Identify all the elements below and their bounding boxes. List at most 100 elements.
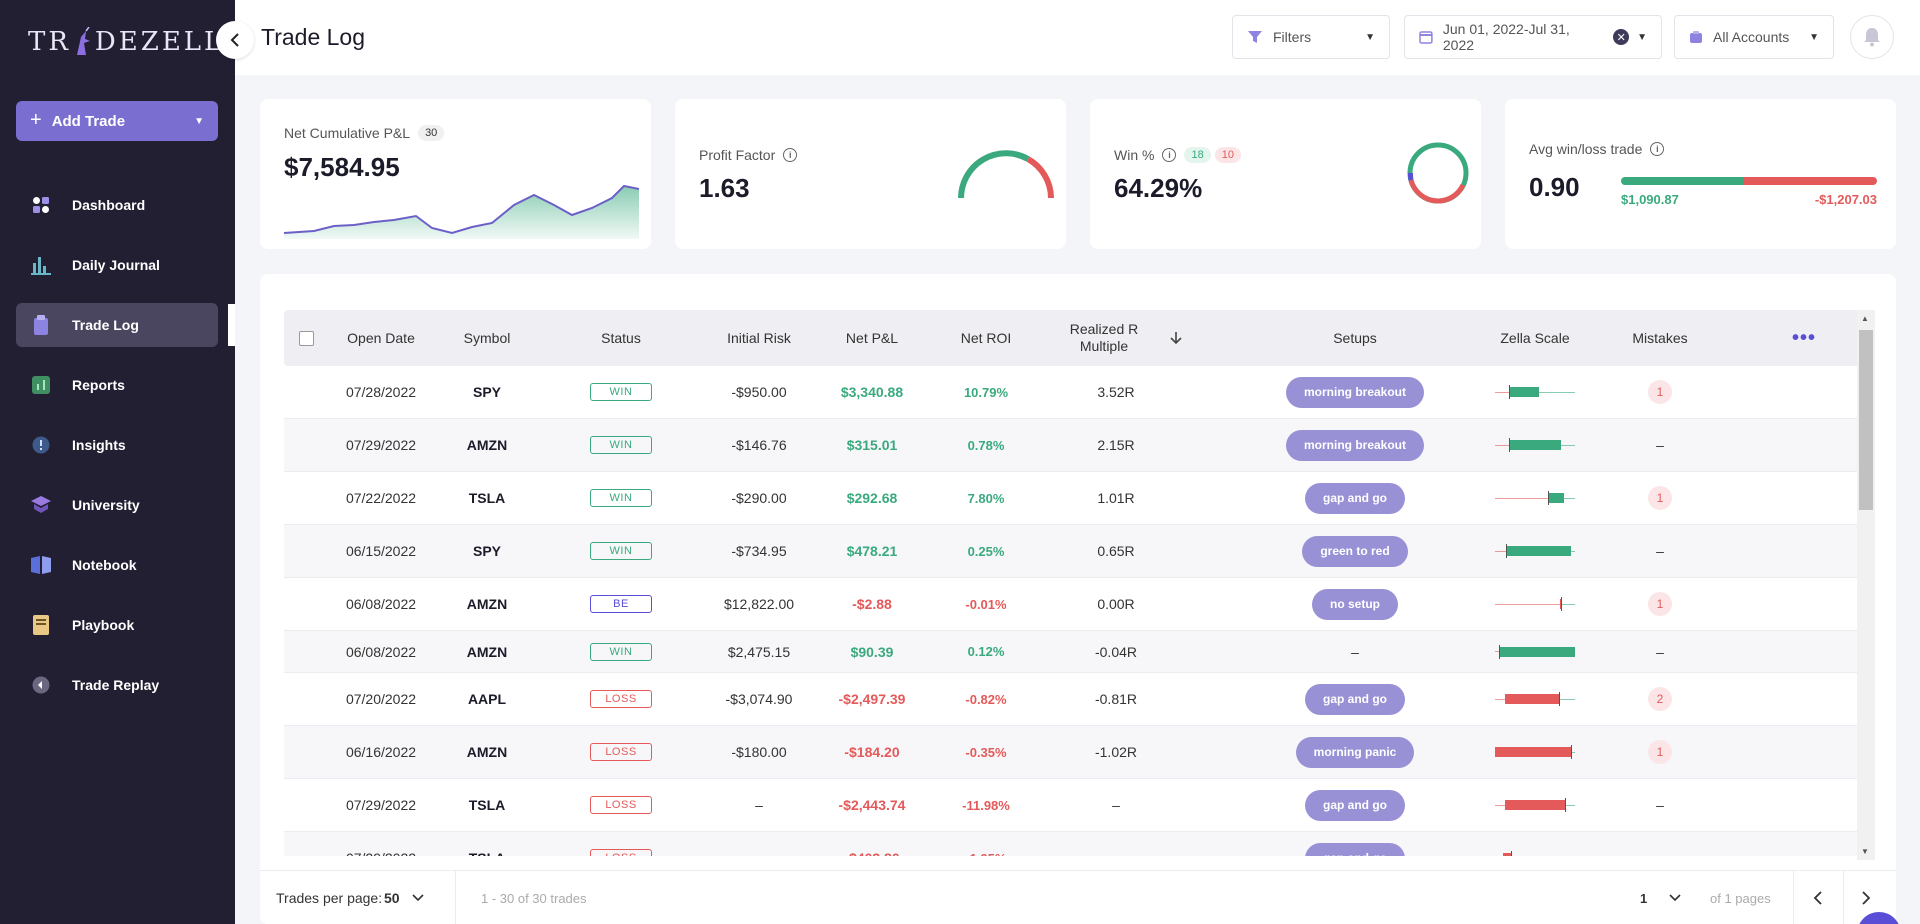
status-badge: WIN	[590, 542, 652, 560]
initial-risk-cell: -$950.00	[731, 384, 787, 400]
avg-win-loss-label: Avg win/loss trade	[1529, 141, 1643, 157]
symbol-cell: AMZN	[466, 643, 508, 660]
zella-scale-cell	[1465, 366, 1605, 418]
setups-cell: gap and go	[1245, 779, 1465, 831]
table-row[interactable]: 07/20/2022 AAPL LOSS -$3,074.90 -$2,497.39 -0…	[284, 673, 1860, 726]
setup-tag[interactable]: gap and go	[1305, 842, 1405, 856]
table-row[interactable]: 07/28/2022 SPY WIN -$950.00 $3,340.88 10.79% 3…	[284, 366, 1860, 419]
setup-tag[interactable]: morning breakout	[1285, 429, 1424, 461]
table-row[interactable]: 07/29/2022 AMZN WIN -$146.76 $315.01 0.78% 2.1…	[284, 419, 1860, 472]
sidebar-item-label: Reports	[72, 377, 125, 393]
symbol-cell: SPY	[472, 543, 501, 559]
table-row[interactable]: 07/22/2022 TSLA WIN -$290.00 $292.68 7.80% 1.0…	[284, 472, 1860, 525]
page-number-select[interactable]: 1	[1640, 871, 1681, 924]
column-header-setups[interactable]: Setups	[1333, 329, 1377, 346]
info-icon[interactable]: i	[783, 148, 798, 162]
tradezella-logo[interactable]: TR DEZELLA	[28, 24, 246, 60]
table-header: Open Date Symbol Status Initial Risk Net…	[284, 310, 1860, 366]
column-header-zella-scale[interactable]: Zella Scale	[1500, 329, 1570, 346]
total-pages-text: of 1 pages	[1710, 890, 1771, 906]
sort-desc-arrow-icon[interactable]	[1164, 310, 1188, 366]
mistakes-badge[interactable]: 1	[1648, 740, 1672, 764]
wins-badge: 18	[1184, 147, 1211, 163]
table-row[interactable]: 06/15/2022 SPY WIN -$734.95 $478.21 0.25% 0.65…	[284, 525, 1860, 578]
info-icon[interactable]: i	[1162, 148, 1177, 162]
zella-scale-indicator	[1495, 745, 1575, 759]
win-percent-value: 64.29%	[1114, 173, 1203, 203]
chevron-down-icon[interactable]: ▼	[194, 115, 204, 127]
open-date-cell: 06/15/2022	[345, 543, 417, 559]
scroll-up-arrow-icon[interactable]: ▲	[1861, 314, 1869, 323]
setup-tag[interactable]: green to red	[1302, 535, 1408, 567]
avg-win-loss-card: Avg win/loss trade i 0.90 $1,090.87 -$1,…	[1505, 99, 1896, 249]
info-icon[interactable]: i	[1650, 142, 1665, 156]
table-vertical-scrollbar[interactable]: ▲ ▼	[1857, 310, 1875, 860]
sidebar-item-university[interactable]: University	[16, 483, 218, 527]
symbol-cell: AAPL	[467, 691, 507, 707]
setup-tag[interactable]: morning panic	[1295, 736, 1415, 768]
column-header-r-multiple[interactable]: Realized R Multiple	[1069, 321, 1139, 354]
setup-tag[interactable]: no setup	[1312, 588, 1398, 620]
column-header-net-roi[interactable]: Net ROI	[960, 329, 1012, 346]
initial-risk-cell: $12,822.00	[723, 596, 795, 612]
zella-scale-left-line	[1495, 391, 1510, 393]
sidebar-item-reports[interactable]: Reports	[16, 363, 218, 407]
column-options-more-icon[interactable]: •••	[1791, 326, 1816, 349]
zella-scale-indicator	[1495, 692, 1575, 706]
table-row[interactable]: 07/29/2022 TSLA LOSS – -$2,443.74 -11.98% – gap…	[284, 779, 1860, 832]
sidebar-item-trade-log[interactable]: Trade Log	[16, 303, 218, 347]
setups-cell: green to red	[1245, 525, 1465, 577]
scrollbar-thumb[interactable]	[1859, 330, 1873, 510]
mistakes-empty: –	[1656, 643, 1664, 660]
setup-tag[interactable]: morning breakout	[1285, 376, 1424, 408]
sidebar-item-notebook[interactable]: Notebook	[16, 543, 218, 587]
sidebar-item-dashboard[interactable]: Dashboard	[16, 183, 218, 227]
mistakes-badge[interactable]: 1	[1648, 592, 1672, 616]
table-row[interactable]: 06/08/2022 AMZN BE $12,822.00 -$2.88 -0.01% 0.…	[284, 578, 1860, 631]
table-row[interactable]: 06/08/2022 AMZN WIN $2,475.15 $90.39 0.12% -0.…	[284, 631, 1860, 673]
chat-launcher-button[interactable]	[1857, 912, 1901, 924]
net-roi-cell: 0.78%	[967, 437, 1005, 453]
initial-risk-cell: –	[684, 832, 834, 856]
sidebar-item-playbook[interactable]: Playbook	[16, 603, 218, 647]
scroll-down-arrow-icon[interactable]: ▼	[1861, 847, 1869, 856]
previous-page-button[interactable]	[1813, 871, 1823, 924]
select-all-checkbox[interactable]	[298, 330, 314, 346]
mistakes-badge[interactable]: 1	[1648, 380, 1672, 404]
column-header-net-pnl[interactable]: Net P&L	[845, 329, 899, 346]
date-range-picker[interactable]: Jun 01, 2022-Jul 31, 2022 ✕ ▼	[1404, 15, 1662, 59]
mistakes-cell: 1	[1605, 578, 1715, 630]
accounts-dropdown[interactable]: All Accounts ▼	[1674, 15, 1834, 59]
per-page-select[interactable]: 50	[384, 871, 424, 924]
top-header: Trade Log Filters ▼ Jun 01, 2022-Jul 31,…	[235, 0, 1920, 75]
column-header-mistakes[interactable]: Mistakes	[1632, 329, 1688, 346]
mistakes-badge[interactable]: 1	[1648, 486, 1672, 510]
setup-tag[interactable]: gap and go	[1305, 482, 1405, 514]
zella-scale-tick	[1560, 597, 1562, 611]
notifications-button[interactable]	[1850, 15, 1894, 59]
column-header-open-date[interactable]: Open Date	[347, 329, 415, 346]
next-page-button[interactable]	[1861, 871, 1871, 924]
clear-date-icon[interactable]: ✕	[1613, 29, 1630, 45]
zella-scale-cell	[1465, 578, 1605, 630]
r-multiple-cell: -1.02R	[1094, 744, 1138, 760]
column-header-status[interactable]: Status	[601, 329, 641, 346]
mistakes-empty: –	[1656, 850, 1664, 856]
notebook-icon	[30, 554, 52, 576]
collapse-sidebar-button[interactable]	[216, 21, 254, 59]
column-header-initial-risk[interactable]: Initial Risk	[727, 329, 791, 346]
sidebar-item-daily-journal[interactable]: Daily Journal	[16, 243, 218, 287]
column-header-symbol[interactable]: Symbol	[463, 329, 511, 346]
mistakes-badge[interactable]: 2	[1648, 687, 1672, 711]
setup-tag[interactable]: gap and go	[1305, 789, 1405, 821]
sidebar-item-trade-replay[interactable]: Trade Replay	[16, 663, 218, 707]
filters-dropdown[interactable]: Filters ▼	[1232, 15, 1390, 59]
zella-scale-cell	[1465, 779, 1605, 831]
add-trade-button[interactable]: + Add Trade ▼	[16, 101, 218, 141]
table-row[interactable]: 06/16/2022 AMZN LOSS -$180.00 -$184.20 -0.35%…	[284, 726, 1860, 779]
setup-tag[interactable]: gap and go	[1305, 683, 1405, 715]
mistakes-cell: –	[1605, 832, 1715, 856]
footer-divider	[1793, 871, 1794, 924]
sidebar-item-insights[interactable]: Insights	[16, 423, 218, 467]
